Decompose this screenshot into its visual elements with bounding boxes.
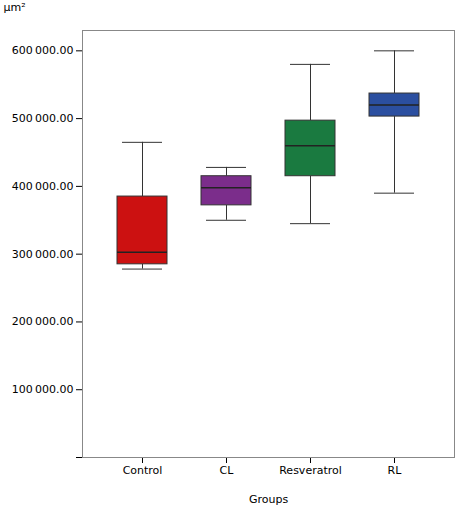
svg-text:500 000.00: 500 000.00 bbox=[12, 112, 74, 125]
svg-text:RL: RL bbox=[388, 464, 403, 477]
svg-text:100 000.00: 100 000.00 bbox=[12, 383, 74, 396]
svg-text:Resveratrol: Resveratrol bbox=[279, 464, 342, 477]
svg-text:300 000.00: 300 000.00 bbox=[12, 248, 74, 261]
svg-text:CL: CL bbox=[220, 464, 235, 477]
svg-text:Groups: Groups bbox=[249, 493, 288, 505]
svg-text:600 000.00: 600 000.00 bbox=[12, 44, 74, 57]
svg-text:Control: Control bbox=[123, 464, 163, 477]
svg-text:400 000.00: 400 000.00 bbox=[12, 180, 74, 193]
svg-text:200 000.00: 200 000.00 bbox=[12, 315, 74, 328]
svg-text:μm²: μm² bbox=[4, 1, 26, 14]
